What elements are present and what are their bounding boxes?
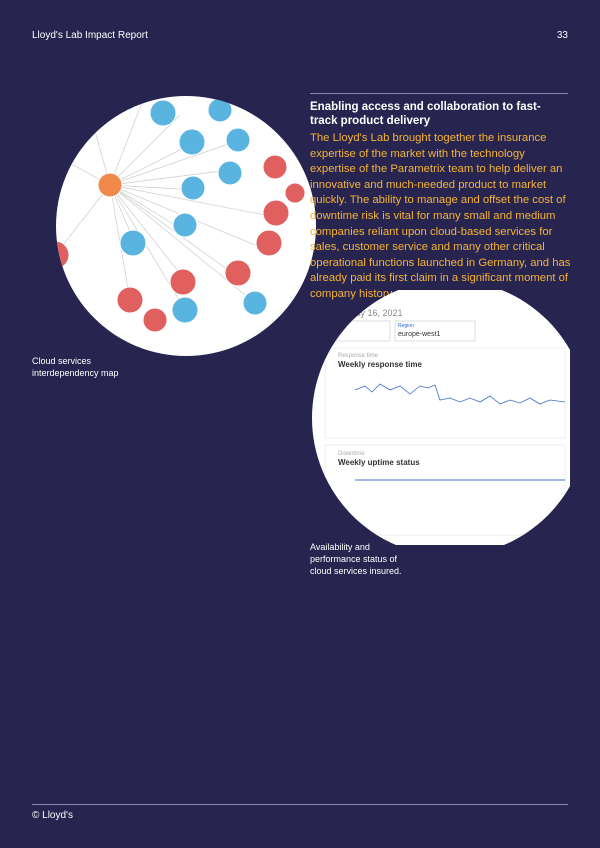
network-map xyxy=(56,96,316,356)
divider xyxy=(310,93,568,94)
date: May 16, 2021 xyxy=(348,308,403,318)
copyright: © Lloyd's xyxy=(32,810,73,821)
report-title: Lloyd's Lab Impact Report xyxy=(32,30,148,41)
body-text: The Lloyd's Lab brought together the ins… xyxy=(310,132,571,300)
page-number: 33 xyxy=(556,30,568,41)
panel-title: Weekly uptime status xyxy=(338,458,420,467)
footer-rule xyxy=(32,804,568,805)
region: europe-west1 xyxy=(398,331,441,338)
panel-label: Downtime xyxy=(338,451,365,457)
figure-caption: Availability and performance status of c… xyxy=(310,542,402,576)
figure-caption: Cloud services interdependency map xyxy=(32,356,119,378)
region-label: Region xyxy=(398,323,414,329)
panel-label: Response time xyxy=(338,353,379,359)
heading: Enabling access and collaboration to fas… xyxy=(310,101,541,127)
dashboard: May 16, 2021 Region europe-west1 Respons… xyxy=(312,290,570,545)
panel-title: Weekly response time xyxy=(338,360,422,369)
